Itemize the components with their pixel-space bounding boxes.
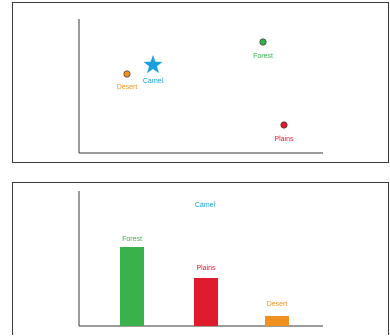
similarity-bar-panel: Camel Forest Plains Desert (12, 182, 389, 335)
plains-point (280, 121, 288, 129)
desert-label: Desert (117, 84, 138, 91)
forest-bar (120, 247, 144, 326)
embedding-scatter: Forest Desert Camel Plains (78, 19, 323, 154)
desert-bar-label: Desert (267, 301, 288, 308)
desert-bar (265, 316, 289, 326)
forest-label: Forest (253, 53, 273, 60)
desert-point (123, 70, 131, 78)
camel-star-icon (143, 55, 163, 74)
camel-label: Camel (143, 78, 164, 85)
plains-bar-label: Plains (196, 265, 216, 272)
plains-bar (194, 278, 218, 326)
forest-bar-label: Forest (122, 236, 142, 243)
query-label: Camel (195, 202, 216, 209)
forest-point (259, 38, 267, 46)
embedding-scatter-panel: Forest Desert Camel Plains (12, 2, 389, 163)
plains-label: Plains (274, 136, 294, 143)
similarity-bars: Camel Forest Plains Desert (78, 191, 323, 327)
